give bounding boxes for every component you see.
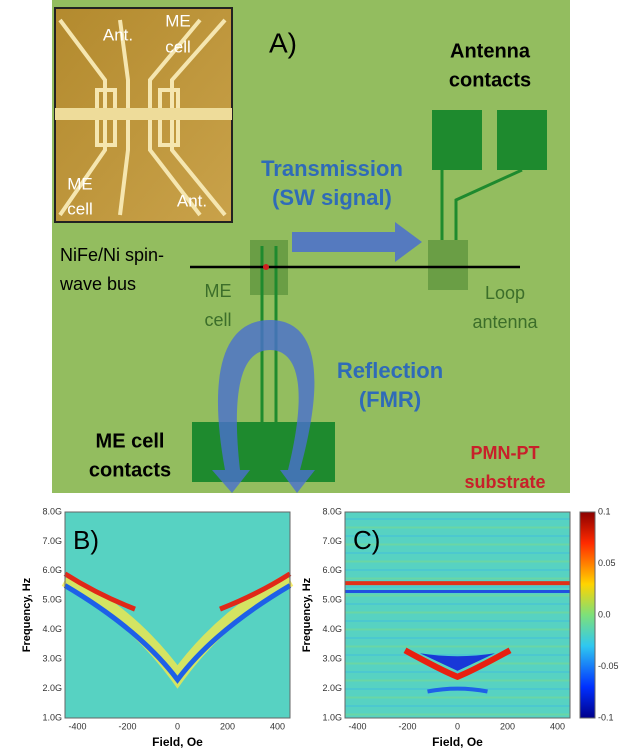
reflection: (FMR)	[359, 387, 421, 412]
loop-antenna: antenna	[472, 312, 538, 332]
x-tick-label: -400	[348, 721, 366, 731]
heatmap-stripe	[345, 569, 570, 571]
x-tick-label: 0	[175, 721, 180, 731]
antenna-contact	[432, 110, 482, 170]
y-tick-label: 1.0G	[42, 712, 62, 722]
transmission: (SW signal)	[272, 185, 392, 210]
y-axis-label: Frequency, Hz	[21, 577, 33, 652]
bus: wave bus	[59, 274, 136, 294]
colorbar-tick-label: 0.1	[598, 506, 611, 516]
y-tick-label: 8.0G	[42, 506, 62, 516]
reflection: Reflection	[337, 358, 443, 383]
heatmap-stripe	[345, 654, 570, 656]
me-cell-contacts: ME cell	[96, 430, 165, 452]
inset-label: cell	[67, 199, 93, 218]
y-tick-label: 4.0G	[42, 624, 62, 634]
heatmap-stripe	[345, 595, 570, 597]
antenna-contacts: contacts	[449, 69, 531, 91]
panel-label: A)	[269, 27, 297, 58]
colorbar-tick-label: 0.05	[598, 558, 616, 568]
me-cell-dot	[263, 264, 269, 270]
x-tick-label: -400	[68, 721, 86, 731]
y-tick-label: 8.0G	[322, 506, 342, 516]
heatmap-stripe	[345, 561, 570, 563]
heatmap-stripe	[345, 620, 570, 622]
y-tick-label: 3.0G	[42, 654, 62, 664]
colorbar-tick-label: -0.05	[598, 661, 619, 671]
heatmap-stripe	[345, 603, 570, 605]
figure: A) Ant. ME cell ME cell Ant. Antenna contacts Tra…	[0, 0, 627, 751]
x-tick-label: 0	[455, 721, 460, 731]
substrate: substrate	[464, 472, 545, 492]
colorbar	[580, 512, 595, 718]
x-tick-label: -200	[398, 721, 416, 731]
x-tick-label: 200	[500, 721, 515, 731]
heatmap-stripe	[345, 518, 570, 520]
heatmap-stripe	[345, 671, 570, 673]
inset-label: cell	[165, 37, 191, 56]
heatmap-stripe	[345, 612, 570, 614]
inset-bus	[55, 108, 232, 120]
x-tick-label: 200	[220, 721, 235, 731]
heatmap-feature	[345, 590, 570, 593]
y-tick-label: 5.0G	[42, 595, 62, 605]
y-tick-label: 6.0G	[42, 565, 62, 575]
y-tick-label: 2.0G	[42, 683, 62, 693]
bus: NiFe/Ni spin-	[60, 245, 164, 265]
heatmap-stripe	[345, 714, 570, 716]
me-cell: cell	[204, 310, 231, 330]
y-tick-label: 7.0G	[322, 536, 342, 546]
antenna-contact	[497, 110, 547, 170]
y-tick-label: 7.0G	[42, 536, 62, 546]
heatmap-feature	[345, 581, 570, 585]
inset-label: Ant.	[103, 25, 133, 44]
x-tick-label: 400	[550, 721, 565, 731]
inset-label: Ant.	[177, 191, 207, 210]
y-tick-label: 4.0G	[322, 624, 342, 634]
heatmap-stripe	[345, 697, 570, 699]
panel-a: A) Ant. ME cell ME cell Ant. Antenna contacts Tra…	[52, 0, 570, 493]
heatmap-stripe	[345, 637, 570, 639]
panel-label: C)	[353, 525, 380, 555]
heatmap-panel: C) 8.0G 7.0G 6.0G 5.0G 4.0G 3.0G 2.0G 1.0G -400 -2…	[301, 506, 619, 749]
y-tick-label: 3.0G	[322, 654, 342, 664]
colorbar-tick-label: 0.0	[598, 609, 611, 619]
loop-antenna: Loop	[485, 283, 525, 303]
inset-label: ME	[67, 174, 93, 193]
antenna-contacts: Antenna	[450, 40, 531, 62]
me-cell: ME	[205, 281, 232, 301]
x-tick-label: 400	[270, 721, 285, 731]
heatmap-stripe	[345, 586, 570, 588]
heatmap-stripe	[345, 646, 570, 648]
heatmap-stripe	[345, 578, 570, 580]
loop-antenna-area	[428, 240, 468, 290]
heatmap-stripe	[345, 629, 570, 631]
colorbar-tick-label: -0.1	[598, 712, 614, 722]
heatmap-panel: B) 8.0G 7.0G 6.0G 5.0G 4.0G 3.0G 2.0G 1.0G -400 -2…	[21, 506, 290, 749]
x-axis-label: Field, Oe	[432, 735, 483, 749]
y-tick-label: 1.0G	[322, 712, 342, 722]
x-tick-label: -200	[118, 721, 136, 731]
inset-label: ME	[165, 11, 191, 30]
y-axis-label: Frequency, Hz	[301, 577, 313, 652]
x-axis-label: Field, Oe	[152, 735, 203, 749]
me-cell-contacts: contacts	[89, 459, 171, 481]
transmission: Transmission	[261, 156, 403, 181]
panel-label: B)	[73, 525, 99, 555]
substrate: PMN-PT	[471, 443, 540, 463]
me-cell-contacts	[192, 422, 335, 482]
y-tick-label: 6.0G	[322, 565, 342, 575]
y-tick-label: 2.0G	[322, 683, 342, 693]
y-tick-label: 5.0G	[322, 595, 342, 605]
heatmap-stripe	[345, 705, 570, 707]
